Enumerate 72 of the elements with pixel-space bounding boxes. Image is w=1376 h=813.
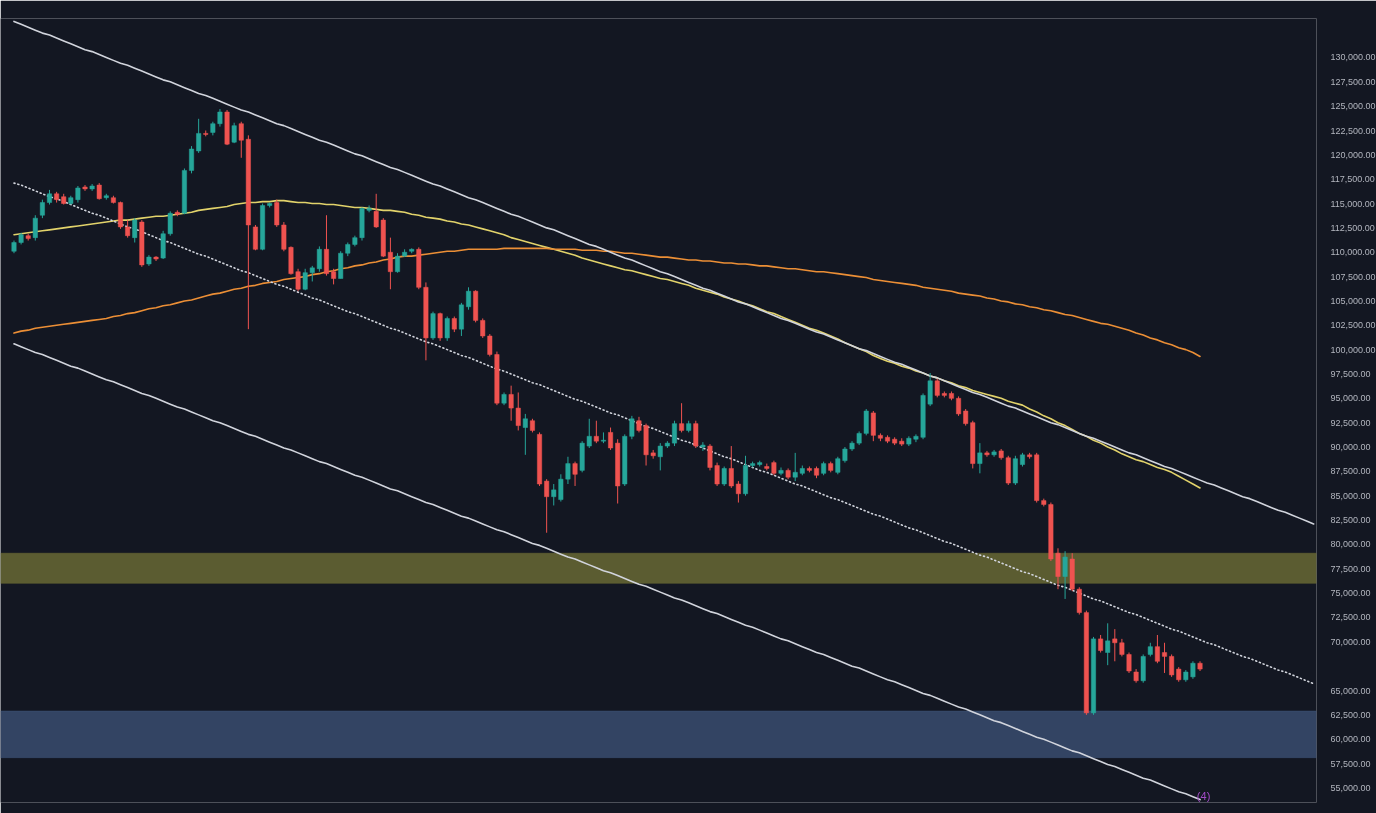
y-tick-label: 112,500.00 xyxy=(1330,222,1375,233)
y-tick-label: 115,000.00 xyxy=(1330,198,1375,209)
y-tick-label: 110,000.00 xyxy=(1330,247,1375,258)
y-tick-label: 82,500.00 xyxy=(1330,515,1371,526)
candlestick xyxy=(387,237,393,290)
candlestick xyxy=(189,145,194,174)
y-tick-label: 127,500.00 xyxy=(1330,76,1376,87)
annotation: (4) xyxy=(1196,789,1211,802)
y-tick-label: 72,500.00 xyxy=(1330,612,1371,623)
candlestick xyxy=(1105,622,1111,666)
candlestick xyxy=(1162,642,1167,674)
candlestick xyxy=(735,480,741,504)
y-tick-label: 77,500.00 xyxy=(1330,563,1371,574)
y-tick-label: 100,000.00 xyxy=(1330,344,1376,355)
candlestick xyxy=(934,378,940,398)
candlestick xyxy=(608,427,614,451)
y-tick-label: 122,500.00 xyxy=(1330,125,1376,136)
y-tick-label: 105,000.00 xyxy=(1330,295,1376,306)
y-tick-label: 95,000.00 xyxy=(1330,393,1371,404)
candlestick xyxy=(593,420,599,444)
y-tick-label: 125,000.00 xyxy=(1330,101,1376,112)
y-tick-label: 70,000.00 xyxy=(1330,636,1371,647)
candlestick xyxy=(657,442,663,471)
candlestick xyxy=(672,420,677,447)
candlestick xyxy=(693,420,699,449)
candlestick xyxy=(870,410,876,442)
y-tick-label: 107,500.00 xyxy=(1330,271,1376,282)
candlestick xyxy=(395,252,400,274)
candlestick xyxy=(39,199,45,219)
line-series xyxy=(13,199,1201,489)
candlestick xyxy=(863,408,869,436)
candlestick xyxy=(316,245,322,273)
candlestick xyxy=(679,402,685,433)
y-tick-label: 130,000.00 xyxy=(1330,52,1376,63)
y-tick-label: 80,000.00 xyxy=(1330,539,1371,550)
y-tick-label: 55,000.00 xyxy=(1330,782,1371,793)
candlestick xyxy=(32,214,38,242)
candlestick xyxy=(700,441,706,452)
candlestick xyxy=(1154,634,1160,664)
candlestick xyxy=(1062,550,1068,600)
line-series xyxy=(13,247,1201,358)
line-series xyxy=(13,20,1315,525)
candlestick xyxy=(444,316,450,342)
line-series xyxy=(13,182,1315,685)
candlestick xyxy=(253,224,258,251)
candlestick xyxy=(572,461,578,487)
candlestick xyxy=(196,118,202,154)
y-tick-label: 120,000.00 xyxy=(1330,149,1376,160)
y-tick-label: 92,500.00 xyxy=(1330,417,1371,428)
y-tick-label: 75,000.00 xyxy=(1330,588,1371,599)
y-tick-label: 85,000.00 xyxy=(1330,490,1371,501)
y-tick-label: 117,500.00 xyxy=(1330,174,1375,185)
y-tick-label: 65,000.00 xyxy=(1330,685,1371,696)
y-tick-label: 62,500.00 xyxy=(1330,709,1371,720)
candlestick xyxy=(132,217,138,243)
y-tick-label: 97,500.00 xyxy=(1330,368,1371,379)
candlestick xyxy=(544,478,550,534)
y-tick-label: 60,000.00 xyxy=(1330,734,1371,745)
candlestick xyxy=(984,450,990,458)
y-tick-label: 87,500.00 xyxy=(1330,466,1371,477)
candlestick xyxy=(778,466,784,476)
candlestick xyxy=(977,442,983,474)
candlestick xyxy=(466,286,471,311)
candlestick xyxy=(522,413,528,456)
candlestick xyxy=(238,121,244,159)
y-tick-label: 90,000.00 xyxy=(1330,442,1371,453)
y-tick-label: 102,500.00 xyxy=(1330,320,1376,331)
candlestick xyxy=(721,466,727,487)
candlestick xyxy=(956,395,962,417)
y-tick-label: 57,500.00 xyxy=(1330,758,1371,769)
candlestick xyxy=(1169,653,1175,678)
candlestick xyxy=(728,445,734,489)
